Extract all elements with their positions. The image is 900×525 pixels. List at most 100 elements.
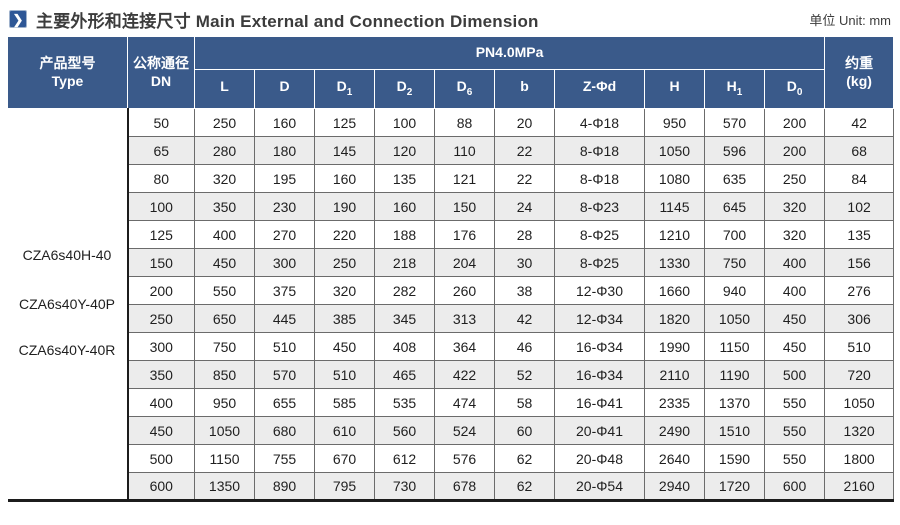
table-header: 产品型号 Type 公称通径 DN PN4.0MPa 约重 (kg) L D D… <box>7 36 895 109</box>
dimension-cell: 125 <box>127 220 195 249</box>
dimension-cell: 8-Φ25 <box>554 248 645 277</box>
dimension-cell: 510 <box>254 332 315 361</box>
dimension-cell: 1320 <box>824 416 895 445</box>
dimension-cell: 28 <box>494 220 555 249</box>
dimension-cell: 385 <box>314 304 375 333</box>
dimension-cell: 450 <box>194 248 255 277</box>
dimension-cell: 550 <box>763 388 826 417</box>
dimension-cell: 12-Φ30 <box>554 276 645 305</box>
dimension-cell: 550 <box>763 444 826 473</box>
dimension-cell: 8-Φ18 <box>554 136 645 165</box>
dimension-cell: 950 <box>194 388 255 417</box>
dimension-cell: 2940 <box>644 472 705 501</box>
dimension-cell: 500 <box>127 444 195 473</box>
dimension-cell: 1510 <box>704 416 765 445</box>
dimension-cell: 610 <box>314 416 375 445</box>
dimension-cell: 400 <box>127 388 195 417</box>
dimension-cell: 450 <box>127 416 195 445</box>
dimension-cell: 570 <box>704 108 765 137</box>
dimension-cell: 345 <box>374 304 435 333</box>
dimension-cell: 150 <box>434 192 495 221</box>
dimension-cell: 4-Φ18 <box>554 108 645 137</box>
dimension-cell: 320 <box>194 164 255 193</box>
dimension-cell: 160 <box>254 108 315 137</box>
dimension-cell: 250 <box>314 248 375 277</box>
dimension-cell: 16-Φ34 <box>554 360 645 389</box>
dimension-cell: 1720 <box>704 472 765 501</box>
dimension-cell: 20-Φ41 <box>554 416 645 445</box>
dimension-cell: 1145 <box>644 192 705 221</box>
dimension-cell: 678 <box>434 472 495 501</box>
dimension-cell: 88 <box>434 108 495 137</box>
dimension-cell: 320 <box>314 276 375 305</box>
section-title-bar: ❯ 主要外形和连接尺寸 Main External and Connection… <box>7 2 893 36</box>
dimension-cell: 62 <box>494 444 555 473</box>
dimension-cell: 350 <box>127 360 195 389</box>
dimension-cell: 364 <box>434 332 495 361</box>
dimension-cell: 145 <box>314 136 375 165</box>
dimension-cell: 38 <box>494 276 555 305</box>
dimension-cell: 313 <box>434 304 495 333</box>
dimension-cell: 500 <box>763 360 826 389</box>
dimension-cell: 20 <box>494 108 555 137</box>
dimension-cell: 645 <box>704 192 765 221</box>
table-row: CZA6s40H-40 CZA6s40Y-40P CZA6s40Y-40R 50 250… <box>7 108 895 501</box>
dimension-cell: 200 <box>127 276 195 305</box>
table-row: 300 750 510 450 408 364 46 16-Φ34 1990 1150 450 510 <box>8 332 895 361</box>
dimension-cell: 160 <box>314 164 375 193</box>
dimension-cell: 680 <box>254 416 315 445</box>
type-model-label: CZA6s40H-40 <box>22 246 112 263</box>
dimension-cell: 1800 <box>824 444 895 473</box>
type-model-cell: CZA6s40H-40 CZA6s40Y-40P CZA6s40Y-40R <box>7 108 129 501</box>
dimension-cell: 195 <box>254 164 315 193</box>
table-row: 200 550 375 320 282 260 38 12-Φ30 1660 940 400 276 <box>8 276 895 305</box>
dimension-table: 产品型号 Type 公称通径 DN PN4.0MPa 约重 (kg) L D D… <box>7 36 895 502</box>
dimension-cell: 596 <box>704 136 765 165</box>
dimension-cell: 60 <box>494 416 555 445</box>
col-header-weight: 约重 (kg) <box>824 36 895 109</box>
dimension-cell: 200 <box>763 108 826 137</box>
dimension-cell: 450 <box>763 332 826 361</box>
dimension-cell: 65 <box>127 136 195 165</box>
col-header-L: L <box>194 69 255 109</box>
dimension-cell: 720 <box>824 360 895 389</box>
dimension-cell: 176 <box>434 220 495 249</box>
dimension-cell: 306 <box>824 304 895 333</box>
table-row: 125 400 270 220 188 176 28 8-Φ25 1210 700 320 135 <box>8 220 895 249</box>
dimension-cell: 52 <box>494 360 555 389</box>
dimension-cell: 890 <box>254 472 315 501</box>
table-row: 500 1150 755 670 612 576 62 20-Φ48 2640 1590 550 18… <box>8 444 895 473</box>
dimension-cell: 2160 <box>824 472 895 501</box>
dimension-cell: 320 <box>763 220 826 249</box>
dimension-cell: 24 <box>494 192 555 221</box>
dimension-cell: 50 <box>127 108 195 137</box>
dimension-cell: 1590 <box>704 444 765 473</box>
dimension-cell: 585 <box>314 388 375 417</box>
dimension-cell: 1150 <box>194 444 255 473</box>
dimension-cell: 600 <box>763 472 826 501</box>
dimension-cell: 570 <box>254 360 315 389</box>
dimension-cell: 576 <box>434 444 495 473</box>
table-row: 450 1050 680 610 560 524 60 20-Φ41 2490 1510 550 13… <box>8 416 895 445</box>
col-header-D0: D0 <box>763 69 826 109</box>
dimension-cell: 635 <box>704 164 765 193</box>
dimension-cell: 524 <box>434 416 495 445</box>
unit-label: 单位 Unit: mm <box>809 12 891 28</box>
dimension-cell: 250 <box>127 304 195 333</box>
dimension-cell: 2640 <box>644 444 705 473</box>
col-header-type: 产品型号 Type <box>7 36 128 109</box>
dimension-cell: 270 <box>254 220 315 249</box>
dimension-cell: 84 <box>824 164 895 193</box>
dimension-cell: 1080 <box>644 164 705 193</box>
dimension-cell: 276 <box>824 276 895 305</box>
dimension-cell: 1820 <box>644 304 705 333</box>
chevron-right-icon: ❯ <box>9 10 27 28</box>
dimension-cell: 42 <box>494 304 555 333</box>
dimension-cell: 280 <box>194 136 255 165</box>
dimension-cell: 200 <box>763 136 826 165</box>
dimension-cell: 16-Φ41 <box>554 388 645 417</box>
dimension-cell: 2335 <box>644 388 705 417</box>
dimension-cell: 2490 <box>644 416 705 445</box>
dimension-cell: 16-Φ34 <box>554 332 645 361</box>
table-row: 100 350 230 190 160 150 24 8-Φ23 1145 645 320 102 <box>8 192 895 221</box>
